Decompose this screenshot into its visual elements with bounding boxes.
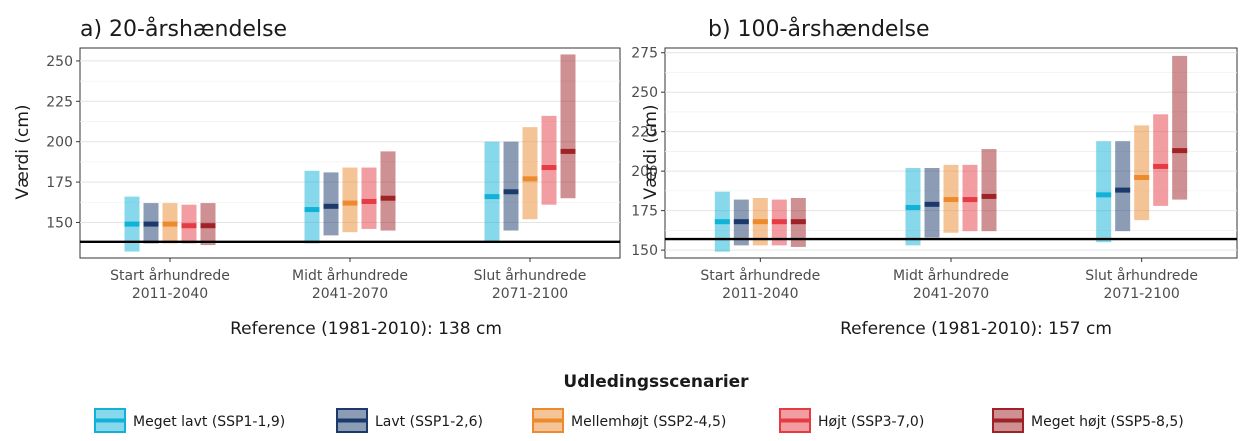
range-bar-ssp119-2 xyxy=(1096,141,1112,243)
median-mark-ssp585-0 xyxy=(790,219,806,225)
chart-panel-b: b) 100-årshændelse 150 175 200 225 250 275 St… xyxy=(631,16,1238,339)
median-mark-ssp119-0 xyxy=(124,221,140,227)
y-tick-label: 250 xyxy=(46,54,73,70)
range-bar-ssp585-2 xyxy=(1172,55,1188,200)
range-bar-ssp126-2 xyxy=(503,141,519,231)
x-tick-sublabel-1: 2041-2070 xyxy=(312,286,388,302)
x-axis-label-b: Reference (1981-2010): 157 cm xyxy=(840,319,1112,339)
chart-panel-a: a) 20-årshændelse 150 175 200 225 250 Start … xyxy=(13,16,621,339)
median-mark-ssp245-1 xyxy=(342,200,358,206)
x-tick-label-1: Midt århundrede xyxy=(893,267,1009,284)
median-mark-ssp245-0 xyxy=(162,221,178,227)
median-mark-ssp126-0 xyxy=(143,221,159,227)
y-tick-label: 200 xyxy=(46,135,73,151)
median-mark-ssp119-0 xyxy=(714,219,730,225)
x-tick-label-2: Slut århundrede xyxy=(474,267,587,284)
median-mark-ssp119-1 xyxy=(905,204,921,210)
y-tick-label: 250 xyxy=(631,85,658,101)
y-axis-label-b: Værdi (cm) xyxy=(641,104,661,199)
y-tick-label: 275 xyxy=(631,46,658,62)
x-axis-label-a: Reference (1981-2010): 138 cm xyxy=(230,319,502,339)
median-mark-ssp370-1 xyxy=(361,198,377,204)
legend-title: Udledingsscenarier xyxy=(563,372,749,392)
x-tick-label-2: Slut århundrede xyxy=(1085,267,1198,284)
median-mark-ssp126-2 xyxy=(1115,187,1131,193)
y-axis-label-a: Værdi (cm) xyxy=(13,104,33,199)
x-tick-sublabel-0: 2011-2040 xyxy=(132,286,208,302)
range-bar-ssp370-2 xyxy=(1153,114,1169,206)
legend-swatch-median-ssp245 xyxy=(533,418,563,423)
legend-swatch-median-ssp126 xyxy=(337,418,367,423)
median-mark-ssp245-1 xyxy=(943,197,959,203)
x-tick-label-0: Start århundrede xyxy=(700,267,820,284)
bars-a xyxy=(80,54,620,252)
median-mark-ssp585-1 xyxy=(380,195,396,201)
x-tick-label-1: Midt århundrede xyxy=(292,267,408,284)
legend-label-ssp126: Lavt (SSP1-2,6) xyxy=(375,414,483,430)
y-tick-label: 150 xyxy=(46,215,73,231)
x-tick-sublabel-1: 2041-2070 xyxy=(913,286,989,302)
legend-swatch-median-ssp370 xyxy=(780,418,810,423)
median-mark-ssp370-1 xyxy=(962,197,978,203)
x-tick-sublabel-2: 2071-2100 xyxy=(1104,286,1180,302)
median-mark-ssp126-2 xyxy=(503,189,519,195)
y-tick-label: 225 xyxy=(46,94,73,110)
range-bar-ssp245-2 xyxy=(522,127,538,220)
median-mark-ssp370-2 xyxy=(541,165,557,171)
y-tick-label: 200 xyxy=(631,164,658,180)
median-mark-ssp245-2 xyxy=(1134,174,1150,180)
median-mark-ssp585-1 xyxy=(981,193,997,199)
chart-title-a: a) 20-årshændelse xyxy=(80,16,287,42)
legend-label-ssp585: Meget højt (SSP5-8,5) xyxy=(1031,414,1184,430)
median-mark-ssp119-2 xyxy=(1096,192,1112,198)
y-ticks-a: 150 175 200 225 250 xyxy=(46,54,80,231)
x-tick-sublabel-0: 2011-2040 xyxy=(722,286,798,302)
median-mark-ssp126-1 xyxy=(323,203,339,209)
legend: Udledingsscenarier Meget lavt (SSP1-1,9)… xyxy=(94,372,1184,433)
y-tick-label: 225 xyxy=(631,125,658,141)
legend-swatch-median-ssp585 xyxy=(993,418,1023,423)
median-mark-ssp370-2 xyxy=(1153,163,1169,169)
x-ticks-b: Start århundrede 2011-2040 Midt århundrede… xyxy=(700,258,1198,302)
median-mark-ssp119-1 xyxy=(304,207,320,213)
y-tick-label: 175 xyxy=(46,175,73,191)
legend-label-ssp370: Højt (SSP3-7,0) xyxy=(818,414,924,430)
x-ticks-a: Start århundrede 2011-2040 Midt århundrede… xyxy=(110,258,586,302)
range-bar-ssp119-2 xyxy=(484,141,500,242)
y-tick-label: 150 xyxy=(631,243,658,259)
median-mark-ssp585-0 xyxy=(200,223,216,229)
legend-items: Meget lavt (SSP1-1,9) Lavt (SSP1-2,6) Mell… xyxy=(94,408,1184,433)
median-mark-ssp370-0 xyxy=(771,219,787,225)
legend-swatch-median-ssp119 xyxy=(95,418,125,423)
y-ticks-b: 150 175 200 225 250 275 xyxy=(631,46,665,259)
range-bar-ssp126-2 xyxy=(1115,141,1131,232)
median-mark-ssp119-2 xyxy=(484,194,500,200)
bars-b xyxy=(665,55,1237,252)
median-mark-ssp245-0 xyxy=(752,219,768,225)
range-bar-ssp585-1 xyxy=(981,149,997,232)
range-bar-ssp370-1 xyxy=(361,167,377,229)
range-bar-ssp370-2 xyxy=(541,115,557,205)
x-tick-sublabel-2: 2071-2100 xyxy=(492,286,568,302)
median-mark-ssp585-2 xyxy=(560,148,576,154)
range-bar-ssp585-1 xyxy=(380,151,396,231)
median-mark-ssp126-1 xyxy=(924,201,940,207)
legend-label-ssp119: Meget lavt (SSP1-1,9) xyxy=(133,414,285,430)
chart-title-b: b) 100-årshændelse xyxy=(708,16,930,42)
range-bar-ssp245-2 xyxy=(1134,125,1150,221)
median-mark-ssp585-2 xyxy=(1172,148,1188,154)
median-mark-ssp370-0 xyxy=(181,223,197,229)
x-tick-label-0: Start århundrede xyxy=(110,267,230,284)
range-bar-ssp245-1 xyxy=(342,167,358,233)
median-mark-ssp245-2 xyxy=(522,176,538,182)
median-mark-ssp126-0 xyxy=(733,219,749,225)
legend-label-ssp245: Mellemhøjt (SSP2-4,5) xyxy=(571,414,726,430)
y-tick-label: 175 xyxy=(631,204,658,220)
range-bar-ssp585-2 xyxy=(560,54,576,199)
